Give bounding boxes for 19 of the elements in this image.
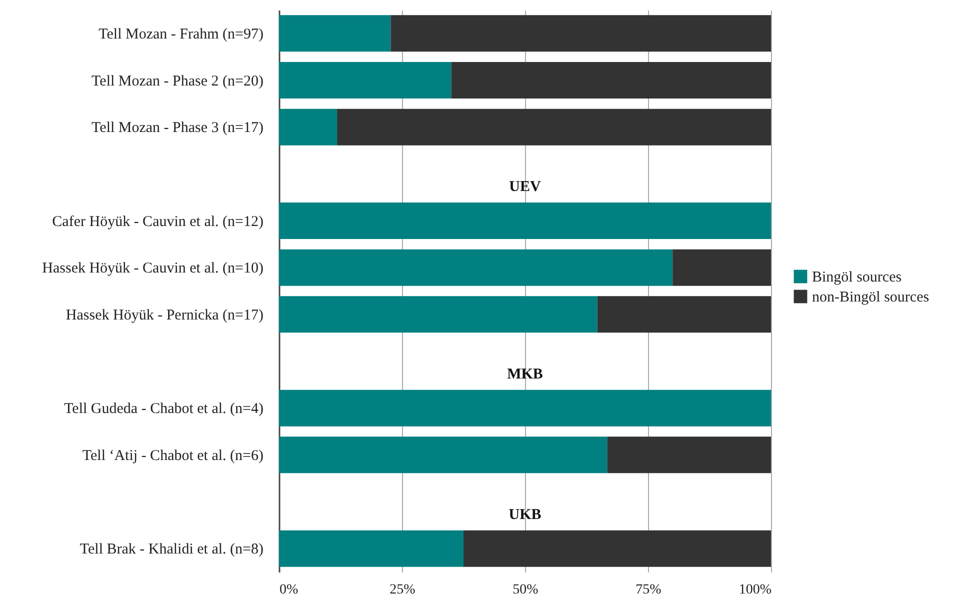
y-tick-label: Cafer Höyük - Cauvin et al. (n=12) <box>52 214 264 230</box>
annotation: UEV <box>509 178 541 195</box>
y-tick-label: Tell Brak - Khalidi et al. (n=8) <box>80 542 264 558</box>
x-tick-label: 25% <box>390 582 416 598</box>
y-tick-label: Tell Gudeda - Chabot et al. (n=4) <box>64 401 264 418</box>
y-tick-label: Tell Mozan - Phase 2 (n=20) <box>92 73 264 90</box>
y-tick-label: Tell Mozan - Frahm (n=97) <box>98 26 264 42</box>
annotation: MKB <box>507 366 543 382</box>
x-tick-label: 0% <box>280 582 298 598</box>
x-tick-label: 75% <box>636 582 662 598</box>
y-tick-label: Tell Mozan - Phase 3 (n=17) <box>92 120 264 136</box>
legend-label: non-Bingöl sources <box>812 290 930 306</box>
x-tick-label: 100% <box>738 582 772 598</box>
annotation: UKB <box>508 506 542 523</box>
y-tick-label: Tell ‘Atij - Chabot et al. (n=6) <box>82 448 264 464</box>
legend-label: Bingöl sources <box>812 270 902 286</box>
y-tick-label: Hassek Höyük - Cauvin et al. (n=10) <box>42 260 264 277</box>
x-tick-label: 50% <box>512 582 539 598</box>
y-tick-label: Hassek Höyük - Pernicka (n=17) <box>66 307 264 324</box>
